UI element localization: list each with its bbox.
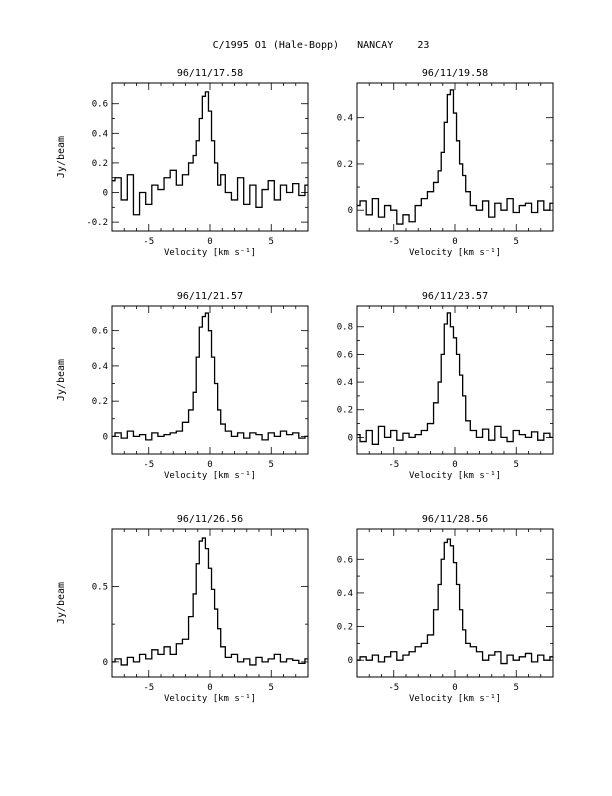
- x-tick-label: 5: [514, 237, 519, 247]
- y-tick-label: 0.2: [337, 160, 353, 170]
- x-tick-label: -5: [388, 237, 399, 247]
- x-axis-label: Velocity [km s⁻¹]: [164, 248, 256, 258]
- spectrum-line: [357, 312, 553, 445]
- x-tick-label: 5: [514, 683, 519, 693]
- y-axis-label: Jy/beam: [56, 359, 67, 401]
- y-tick-label: 0.4: [92, 362, 108, 372]
- panel-title: 96/11/28.56: [422, 514, 488, 525]
- x-tick-label: 0: [452, 237, 457, 247]
- plot-frame: [356, 528, 554, 678]
- panel-5: -5 0 5 0 0.5 96/11/26.56 Velocity [km s⁻¹] Jy/b…: [56, 514, 309, 704]
- figure-title: C/1995 O1 (Hale-Bopp) NANCAY 23: [213, 40, 430, 51]
- y-tick-label: 0.4: [337, 378, 353, 388]
- spectrum-line: [112, 537, 308, 666]
- x-tick-label: -5: [388, 683, 399, 693]
- y-tick-label: 0.4: [337, 114, 353, 124]
- y-tick-label: 0.6: [92, 327, 108, 337]
- x-tick-label: 0: [452, 460, 457, 470]
- x-tick-label: 0: [207, 237, 212, 247]
- x-tick-label: -5: [143, 683, 154, 693]
- panel-1: -5 0 5 -0.2 0 0.2 0.4 0.6 96/11/17.58 Velocity [k…: [56, 68, 309, 258]
- x-tick-label: 5: [269, 237, 274, 247]
- y-tick-label: 0.2: [337, 406, 353, 416]
- x-tick-label: 0: [207, 683, 212, 693]
- y-tick-label: -0.2: [86, 218, 108, 228]
- panel-3: -5 0 5 0 0.2 0.4 0.6 96/11/21.57 Velocity [km s⁻…: [56, 291, 309, 481]
- spectrum-line: [112, 312, 308, 441]
- x-axis-label: Velocity [km s⁻¹]: [409, 694, 501, 704]
- y-tick-label: 0: [103, 189, 108, 199]
- y-tick-label: 0.4: [92, 129, 108, 139]
- x-tick-label: 0: [452, 683, 457, 693]
- plot-frame: [111, 82, 309, 232]
- spectrum-line: [357, 538, 553, 665]
- panel-title: 96/11/26.56: [177, 514, 243, 525]
- x-axis-label: Velocity [km s⁻¹]: [409, 471, 501, 481]
- panel-6: -5 0 5 0 0.2 0.4 0.6 96/11/28.56 Velocity [km s⁻…: [337, 514, 554, 704]
- y-tick-label: 0.8: [337, 323, 353, 333]
- y-tick-label: 0.2: [92, 397, 108, 407]
- panel-title: 96/11/23.57: [422, 291, 488, 302]
- y-tick-label: 0.6: [92, 100, 108, 110]
- plot-frame: [111, 305, 309, 455]
- y-tick-label: 0: [348, 656, 353, 666]
- x-axis-label: Velocity [km s⁻¹]: [409, 248, 501, 258]
- y-tick-label: 0.4: [337, 589, 353, 599]
- y-axis-label: Jy/beam: [56, 136, 67, 178]
- x-axis-label: Velocity [km s⁻¹]: [164, 471, 256, 481]
- x-tick-label: -5: [143, 237, 154, 247]
- plot-frame: [356, 82, 554, 232]
- spectrum-line: [357, 89, 553, 225]
- x-tick-label: -5: [143, 460, 154, 470]
- y-tick-label: 0: [103, 658, 108, 668]
- panel-2: -5 0 5 0 0.2 0.4 96/11/19.58 Velocity [km s⁻¹]: [337, 68, 554, 258]
- y-tick-label: 0.2: [92, 159, 108, 169]
- plot-frame: [356, 305, 554, 455]
- panel-title: 96/11/21.57: [177, 291, 243, 302]
- x-tick-label: -5: [388, 460, 399, 470]
- x-tick-label: 5: [269, 460, 274, 470]
- y-tick-label: 0.2: [337, 623, 353, 633]
- y-tick-label: 0.6: [337, 350, 353, 360]
- y-tick-label: 0: [348, 433, 353, 443]
- y-tick-label: 0: [103, 432, 108, 442]
- y-axis-label: Jy/beam: [56, 582, 67, 624]
- y-tick-label: 0.5: [92, 582, 108, 592]
- y-tick-label: 0: [348, 206, 353, 216]
- panel-title: 96/11/17.58: [177, 68, 243, 79]
- spectrum-line: [112, 91, 308, 216]
- panel-4: -5 0 5 0 0.2 0.4 0.6 0.8 96/11/23.57 Velocity [km…: [337, 291, 554, 481]
- x-axis-label: Velocity [km s⁻¹]: [164, 694, 256, 704]
- y-tick-label: 0.6: [337, 555, 353, 565]
- x-tick-label: 0: [207, 460, 212, 470]
- panel-title: 96/11/19.58: [422, 68, 488, 79]
- x-tick-label: 5: [269, 683, 274, 693]
- x-tick-label: 5: [514, 460, 519, 470]
